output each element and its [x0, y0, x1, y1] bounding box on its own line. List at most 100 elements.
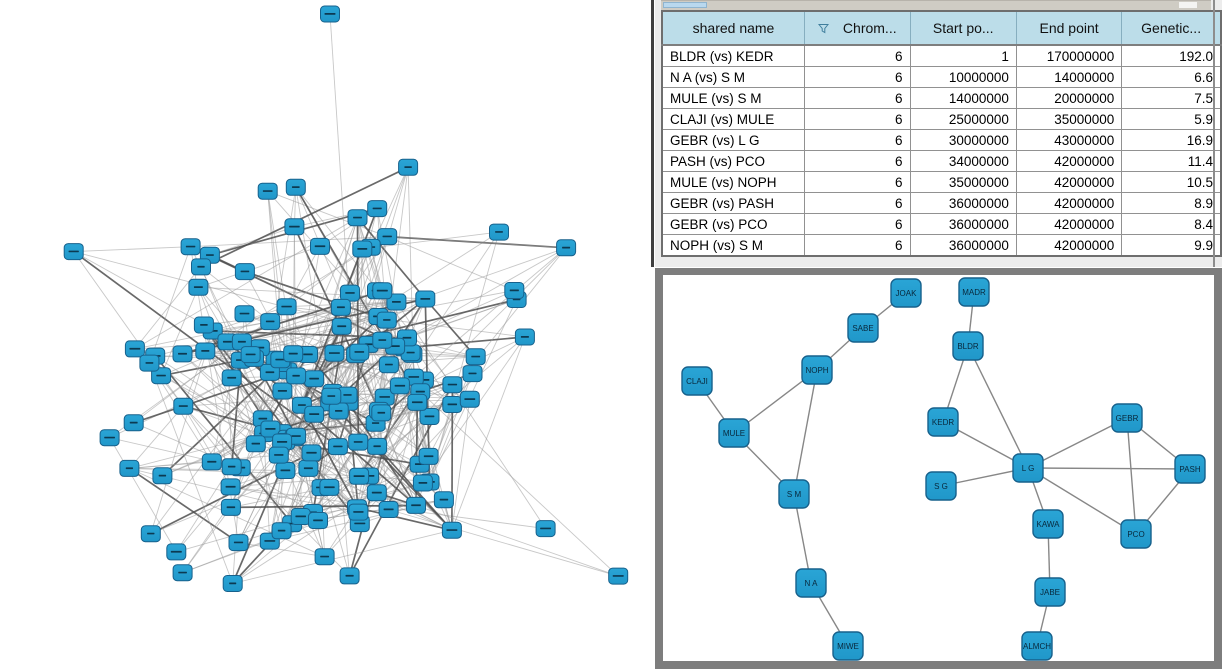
network-node[interactable]: [257, 182, 278, 200]
table-cell[interactable]: 9.9: [1121, 234, 1222, 257]
network-edge-NOPH-SM[interactable]: [793, 369, 818, 495]
network-edge[interactable]: [340, 298, 426, 308]
network-node[interactable]: [222, 575, 243, 592]
network-edge[interactable]: [358, 248, 363, 353]
table-cell[interactable]: CLAJI (vs) MULE: [661, 108, 805, 130]
table-cell[interactable]: 1: [909, 44, 1017, 67]
table-cell[interactable]: 36000000: [909, 213, 1017, 235]
table-cell[interactable]: 43000000: [1015, 129, 1123, 151]
table-cell[interactable]: 35000000: [909, 171, 1017, 193]
network-node[interactable]: [228, 534, 249, 552]
network-edge[interactable]: [267, 191, 282, 364]
network-node-SG[interactable]: S G: [925, 471, 957, 501]
network-node-SM[interactable]: S M: [778, 479, 810, 509]
node-shape[interactable]: [1120, 519, 1152, 549]
network-node[interactable]: [504, 282, 525, 299]
node-shape[interactable]: [832, 631, 864, 661]
table-row[interactable]: BLDR (vs) KEDR 6 1 170000000 192.0: [661, 44, 1222, 67]
network-node[interactable]: [304, 370, 325, 388]
network-edge[interactable]: [388, 509, 619, 577]
network-node[interactable]: [314, 548, 335, 566]
network-node[interactable]: [245, 435, 266, 453]
network-edge[interactable]: [200, 266, 271, 322]
network-node[interactable]: [441, 521, 462, 539]
network-node[interactable]: [139, 354, 160, 372]
table-cell[interactable]: GEBR (vs) PCO: [661, 213, 805, 235]
network-edge[interactable]: [422, 336, 526, 484]
network-edge-GEBR-PCO[interactable]: [1126, 417, 1137, 535]
network-node[interactable]: [535, 520, 556, 538]
network-edge[interactable]: [451, 336, 526, 531]
network-edge-SM-NA[interactable]: [793, 493, 812, 584]
network-edge[interactable]: [269, 246, 321, 542]
network-edge[interactable]: [129, 405, 184, 469]
network-edge[interactable]: [406, 247, 567, 339]
table-cell[interactable]: 35000000: [1015, 108, 1123, 130]
network-edge[interactable]: [190, 236, 388, 248]
network-edge[interactable]: [329, 13, 359, 443]
network-node[interactable]: [260, 420, 281, 438]
network-node[interactable]: [324, 344, 345, 362]
table-cell[interactable]: 6: [803, 66, 911, 88]
network-node[interactable]: [398, 158, 419, 176]
table-cell[interactable]: 34000000: [909, 150, 1017, 172]
network-node[interactable]: [608, 567, 629, 585]
table-cell[interactable]: N A (vs) S M: [661, 66, 805, 88]
table-cell[interactable]: 25000000: [909, 108, 1017, 130]
network-edge[interactable]: [451, 399, 471, 531]
network-node[interactable]: [367, 437, 388, 455]
table-cell[interactable]: 6: [803, 108, 911, 130]
network-edge[interactable]: [175, 486, 231, 553]
table-cell[interactable]: 30000000: [909, 129, 1017, 151]
network-node[interactable]: [119, 459, 140, 477]
table-row[interactable]: GEBR (vs) L G 6 30000000 43000000 16.9: [661, 129, 1222, 151]
network-node[interactable]: [172, 564, 193, 582]
network-edge[interactable]: [109, 437, 177, 553]
table-horizontal-scrollbar[interactable]: [661, 0, 1211, 10]
filter-funnel-icon[interactable]: [817, 21, 829, 37]
table-row[interactable]: CLAJI (vs) MULE 6 25000000 35000000 5.9: [661, 108, 1222, 130]
network-node[interactable]: [386, 293, 407, 311]
network-node[interactable]: [260, 313, 281, 331]
network-node[interactable]: [418, 447, 439, 465]
network-node[interactable]: [372, 282, 393, 300]
network-edge[interactable]: [404, 336, 525, 349]
network-node[interactable]: [376, 311, 397, 329]
network-edge[interactable]: [160, 287, 199, 376]
table-row[interactable]: PASH (vs) PCO 6 34000000 42000000 11.4: [661, 150, 1222, 172]
network-edge[interactable]: [292, 226, 295, 354]
table-cell[interactable]: 10.5: [1121, 171, 1222, 193]
network-node[interactable]: [328, 402, 349, 420]
table-cell[interactable]: 42000000: [1015, 192, 1123, 214]
network-edge[interactable]: [73, 246, 191, 253]
network-node[interactable]: [459, 390, 480, 408]
column-header-5[interactable]: Genetic...: [1121, 11, 1222, 46]
network-edge[interactable]: [319, 208, 378, 247]
network-node[interactable]: [415, 290, 436, 308]
network-node-CLAJI[interactable]: CLAJI: [681, 366, 713, 396]
network-node[interactable]: [378, 356, 399, 374]
network-edge[interactable]: [429, 299, 518, 483]
network-node[interactable]: [412, 474, 433, 492]
network-edge[interactable]: [286, 246, 321, 307]
table-cell[interactable]: 6: [803, 171, 911, 193]
network-node-PASH[interactable]: PASH: [1174, 454, 1206, 484]
network-node-BLDR[interactable]: BLDR: [952, 331, 984, 361]
network-edge[interactable]: [396, 301, 546, 529]
table-cell[interactable]: 42000000: [1015, 213, 1123, 235]
network-node[interactable]: [378, 501, 399, 518]
network-edge[interactable]: [357, 217, 379, 317]
network-edge[interactable]: [182, 507, 232, 573]
scrollbar-thumb[interactable]: [663, 2, 707, 8]
node-shape[interactable]: [795, 568, 827, 598]
table-row[interactable]: N A (vs) S M 6 10000000 14000000 6.6: [661, 66, 1222, 88]
node-shape[interactable]: [1032, 509, 1064, 539]
network-node[interactable]: [321, 387, 342, 405]
network-node[interactable]: [462, 365, 483, 383]
network-edge[interactable]: [267, 191, 294, 354]
node-shape[interactable]: [801, 355, 833, 385]
network-edge[interactable]: [416, 402, 430, 457]
column-header-4[interactable]: End point: [1015, 11, 1123, 46]
network-node-PCO[interactable]: PCO: [1120, 519, 1152, 549]
network-node[interactable]: [433, 491, 454, 509]
